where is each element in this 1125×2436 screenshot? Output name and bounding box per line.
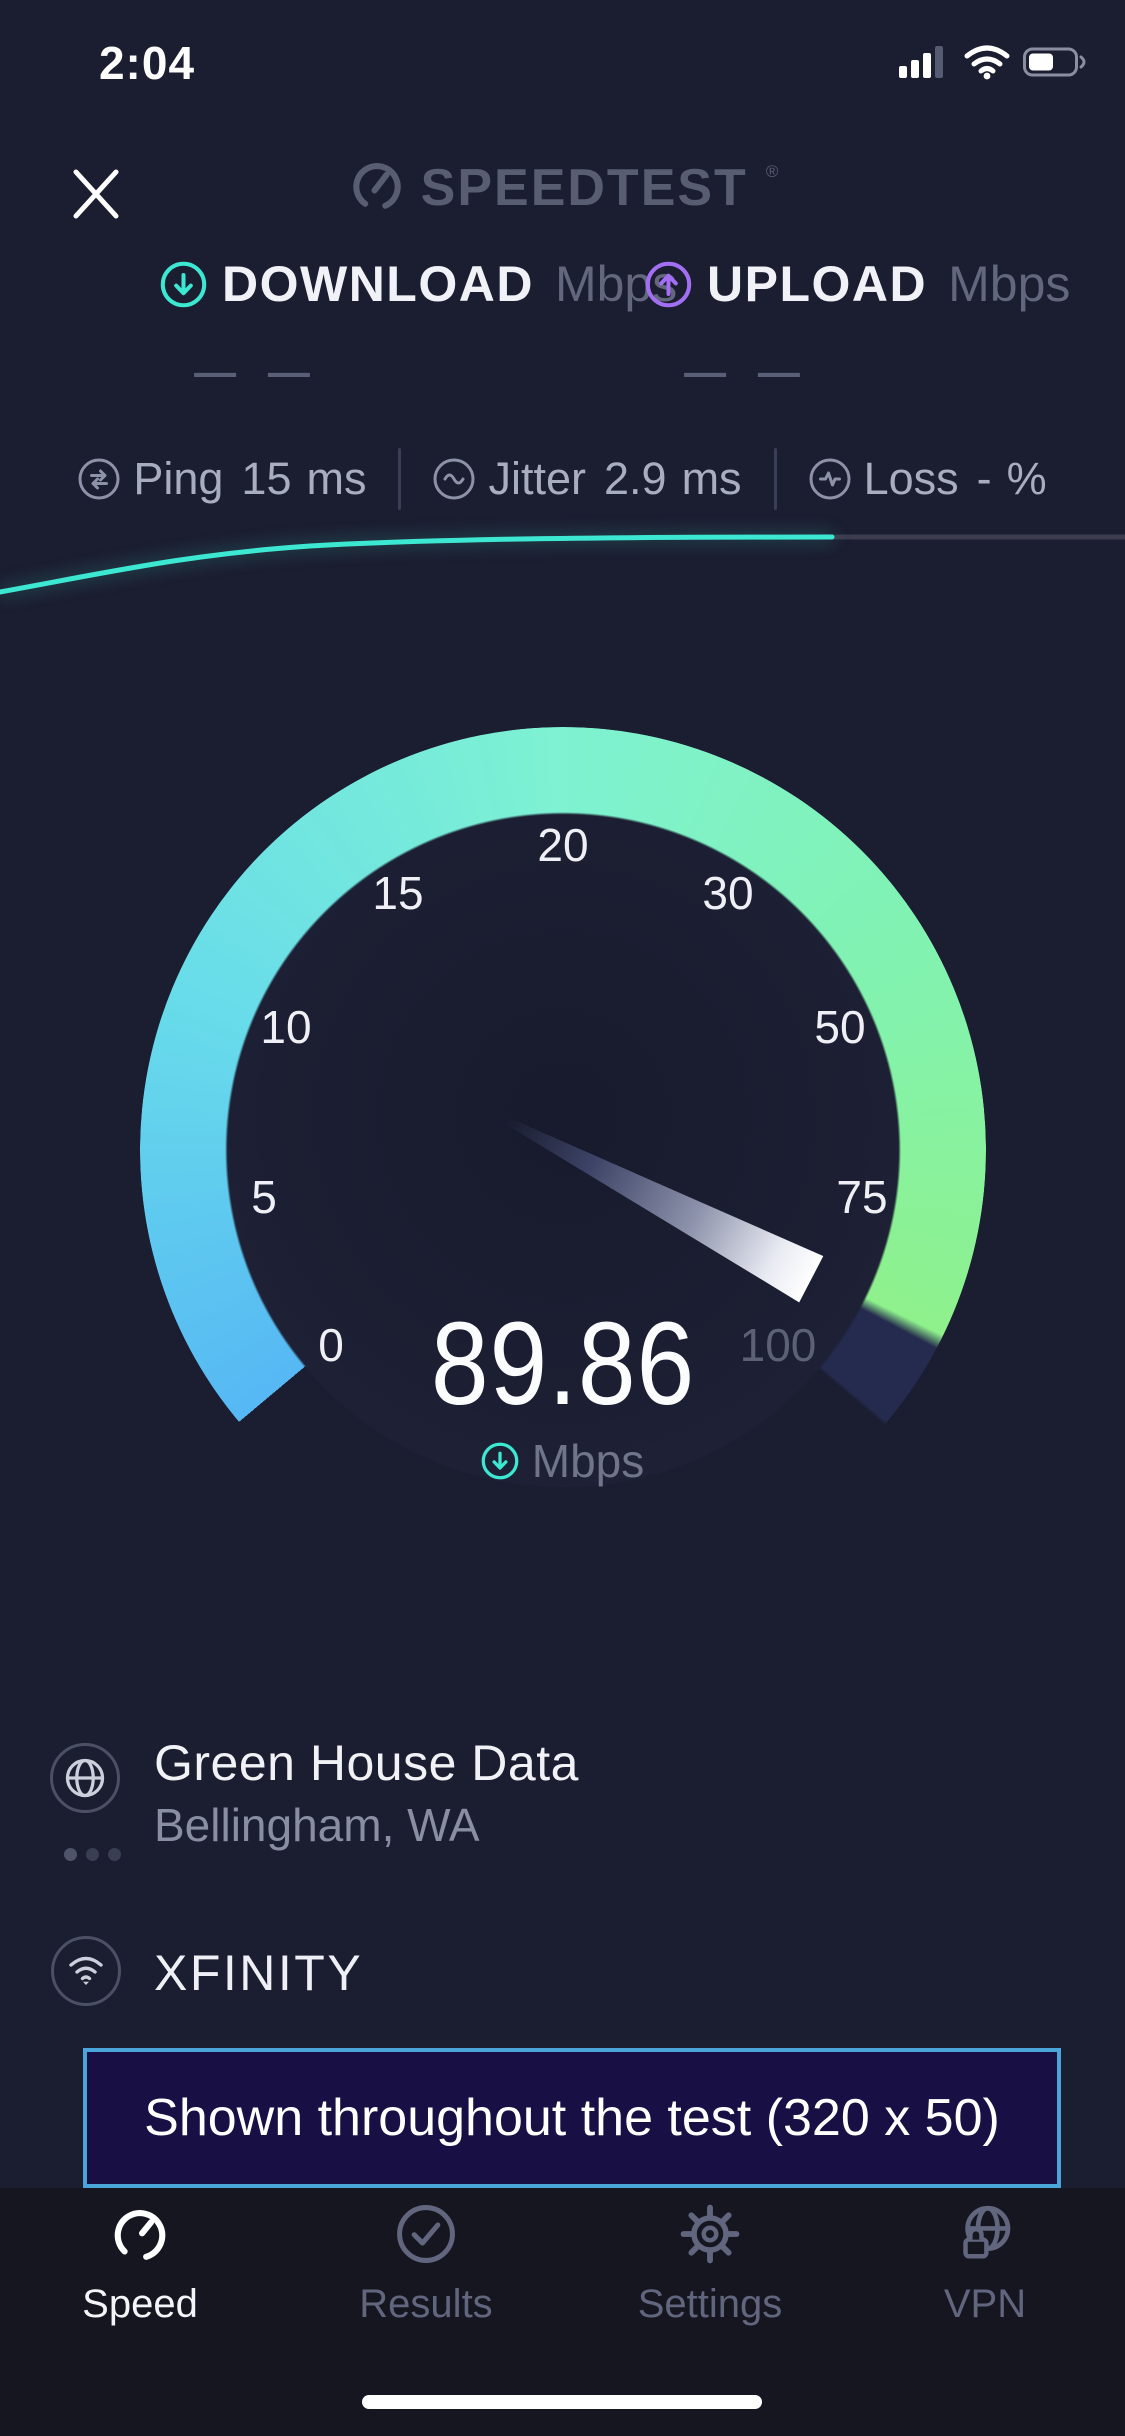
gauge-tick-20: 20 (537, 819, 589, 871)
current-speed-unit: Mbps (531, 1435, 645, 1487)
close-button[interactable] (54, 152, 138, 236)
status-bar-icons (897, 44, 1091, 80)
gauge-tick-0: 0 (318, 1319, 344, 1371)
server-globe-badge (50, 1743, 120, 1813)
jitter-unit: ms (681, 453, 742, 504)
gauge-icon (108, 2202, 172, 2266)
ping-value: 15 (241, 453, 292, 504)
gauge-tick-50: 50 (814, 1001, 866, 1053)
gauge-tick-100: 100 (739, 1319, 817, 1371)
logo-wordmark: SPEEDTEST (420, 159, 748, 217)
settings-gear-icon (678, 2202, 742, 2266)
tab-speed-label: Speed (82, 2282, 198, 2326)
speed-graph (0, 534, 1125, 595)
current-speed-unit-row: Mbps (0, 1434, 1125, 1488)
battery-icon (1023, 46, 1091, 78)
ping-icon (78, 458, 120, 500)
divider (773, 448, 777, 510)
tab-vpn[interactable]: VPN (875, 2202, 1095, 2327)
registered-mark: ® (765, 162, 779, 181)
cellular-signal-icon (897, 44, 951, 80)
server-name: Green House Data (154, 1735, 579, 1791)
ping-stat: Ping 15 ms (78, 453, 366, 505)
ping-unit: ms (306, 453, 367, 504)
jitter-icon (433, 458, 475, 500)
close-icon (70, 168, 122, 220)
speedtest-logo: SPEEDTEST ® (0, 158, 1125, 218)
home-indicator[interactable] (362, 2395, 762, 2409)
jitter-stat: Jitter 2.9 ms (433, 453, 742, 505)
jitter-label: Jitter (488, 453, 586, 504)
latency-stats-row: Ping 15 ms Jitter 2.9 ms L (0, 448, 1125, 510)
tab-results-label: Results (359, 2282, 493, 2326)
globe-icon (62, 1755, 108, 1801)
download-arrow-icon (160, 261, 207, 308)
server-location: Bellingham, WA (154, 1799, 480, 1851)
loss-value: - (976, 453, 992, 504)
results-check-icon (394, 2202, 458, 2266)
gauge-tick-15: 15 (372, 867, 424, 919)
packet-loss-icon (809, 458, 851, 500)
loss-label: Loss (863, 453, 959, 504)
current-speed-value: 89.86 (430, 1298, 696, 1430)
upload-metric-header: UPLOAD Mbps (645, 256, 1071, 312)
graph-speed-line (0, 534, 835, 595)
loss-unit: % (1006, 453, 1047, 504)
status-bar-time: 2:04 (98, 37, 196, 89)
upload-label: UPLOAD (707, 256, 928, 312)
gauge-tick-5: 5 (251, 1171, 277, 1223)
download-arrow-small-icon (481, 1442, 519, 1480)
gauge-tick-30: 30 (702, 867, 754, 919)
tab-results[interactable]: Results (316, 2202, 536, 2327)
upload-value-placeholder: — — (684, 348, 810, 395)
loss-stat: Loss - % (809, 453, 1047, 505)
speedtest-gauge-logo-icon (349, 160, 405, 216)
vpn-globe-lock-icon (953, 2202, 1017, 2266)
isp-name: XFINITY (154, 1945, 364, 2001)
isp-wifi-badge (51, 1936, 121, 2006)
download-value-placeholder: — — (194, 348, 320, 395)
upload-arrow-icon (645, 261, 692, 308)
download-metric-header: DOWNLOAD Mbps (160, 256, 677, 312)
server-options-dots (64, 1848, 121, 1861)
tab-bar (0, 2188, 1125, 2436)
tab-settings[interactable]: Settings (600, 2202, 820, 2327)
tab-vpn-label: VPN (943, 2282, 1027, 2326)
ad-banner-text: Shown throughout the test (320 x 50) (144, 2089, 1000, 2147)
ad-banner[interactable]: Shown throughout the test (320 x 50) (83, 2048, 1061, 2188)
tab-settings-label: Settings (637, 2282, 783, 2326)
gauge-tick-75: 75 (836, 1171, 888, 1223)
download-label: DOWNLOAD (222, 256, 534, 312)
upload-unit: Mbps (948, 256, 1071, 312)
gauge-tick-10: 10 (260, 1001, 312, 1053)
divider (398, 448, 402, 510)
ping-label: Ping (133, 453, 224, 504)
wifi-icon (963, 44, 1011, 80)
jitter-value: 2.9 (604, 453, 667, 504)
wifi-small-icon (64, 1951, 108, 1991)
tab-speed[interactable]: Speed (30, 2202, 250, 2327)
